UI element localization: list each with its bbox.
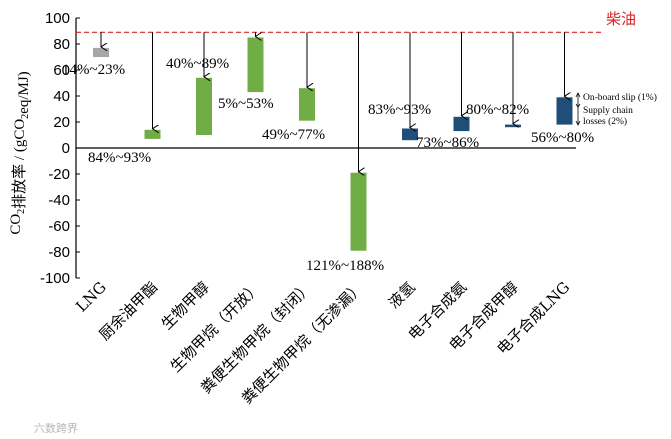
y-tick-label: -80 (48, 244, 70, 261)
y-tick-label: -20 (48, 166, 70, 183)
category-label: 液氢 (385, 278, 419, 312)
y-tick-label: 40 (53, 88, 70, 105)
y-tick-label: 80 (53, 36, 70, 53)
bar (196, 77, 212, 135)
bars (93, 37, 573, 251)
y-tick-label: 0 (62, 140, 70, 157)
y-tick-label: -40 (48, 192, 70, 209)
y-tick-label: 100 (45, 10, 70, 27)
bar (93, 47, 109, 57)
y-tick-label: 60 (53, 62, 70, 79)
reduction-range-label: 73%~86% (416, 135, 479, 151)
annotation-text: losses (2%) (583, 116, 627, 127)
bar (299, 88, 315, 121)
reduction-range-label: 121%~188% (306, 258, 384, 274)
bar (350, 172, 367, 251)
annotation-text: On-board slip (1%) (583, 92, 657, 103)
category-label: LNG (72, 278, 110, 316)
annotation-arrow-mid (575, 103, 581, 108)
bar (505, 124, 521, 128)
bar (247, 37, 264, 93)
watermark-text: 六数跨界 (34, 422, 78, 435)
axes: -100 -80 -60 -40 -20 0 20 40 60 80 100 (40, 10, 576, 287)
category-labels: LNG厨余油甲酯生物甲醇生物甲烷（开放）粪便生物甲烷（封闭）粪便生物甲烷（无渗漏… (72, 278, 573, 407)
reduction-range-label: 5%~53% (218, 96, 274, 112)
reduction-range-label: 56%~80% (531, 130, 594, 146)
reduction-range-label: 80%~82% (466, 102, 529, 118)
annotation-arrow-down (575, 120, 581, 126)
reduction-range-label: 84%~93% (88, 150, 151, 166)
y-tick-label: -60 (48, 218, 70, 235)
bar (144, 129, 161, 139)
annotation-arrow-up (575, 92, 581, 98)
reduction-range-label: 83%~93% (368, 102, 431, 118)
y-tick-label: -100 (40, 270, 70, 287)
bar (402, 128, 418, 141)
reduction-arrows (101, 32, 565, 171)
range-labels: 14%~23% 84%~93% 40%~89% 5%~53% 49%~77% 121%~1… (62, 56, 594, 274)
annotation-text: Supply chain (583, 106, 633, 116)
category-label: 生物甲烷（开放） (167, 278, 265, 376)
diesel-reference-label: 柴油 (606, 10, 636, 28)
y-tick-label: 20 (53, 114, 70, 131)
reduction-range-label: 14%~23% (62, 62, 125, 78)
reduction-range-label: 40%~89% (166, 56, 229, 72)
diesel-reference: 柴油 (76, 10, 636, 33)
y-axis-label: CO2排放率 / (gCO2eq/MJ) (8, 71, 32, 234)
bar (453, 116, 470, 132)
bar (556, 97, 573, 125)
reduction-range-label: 49%~77% (262, 127, 325, 143)
